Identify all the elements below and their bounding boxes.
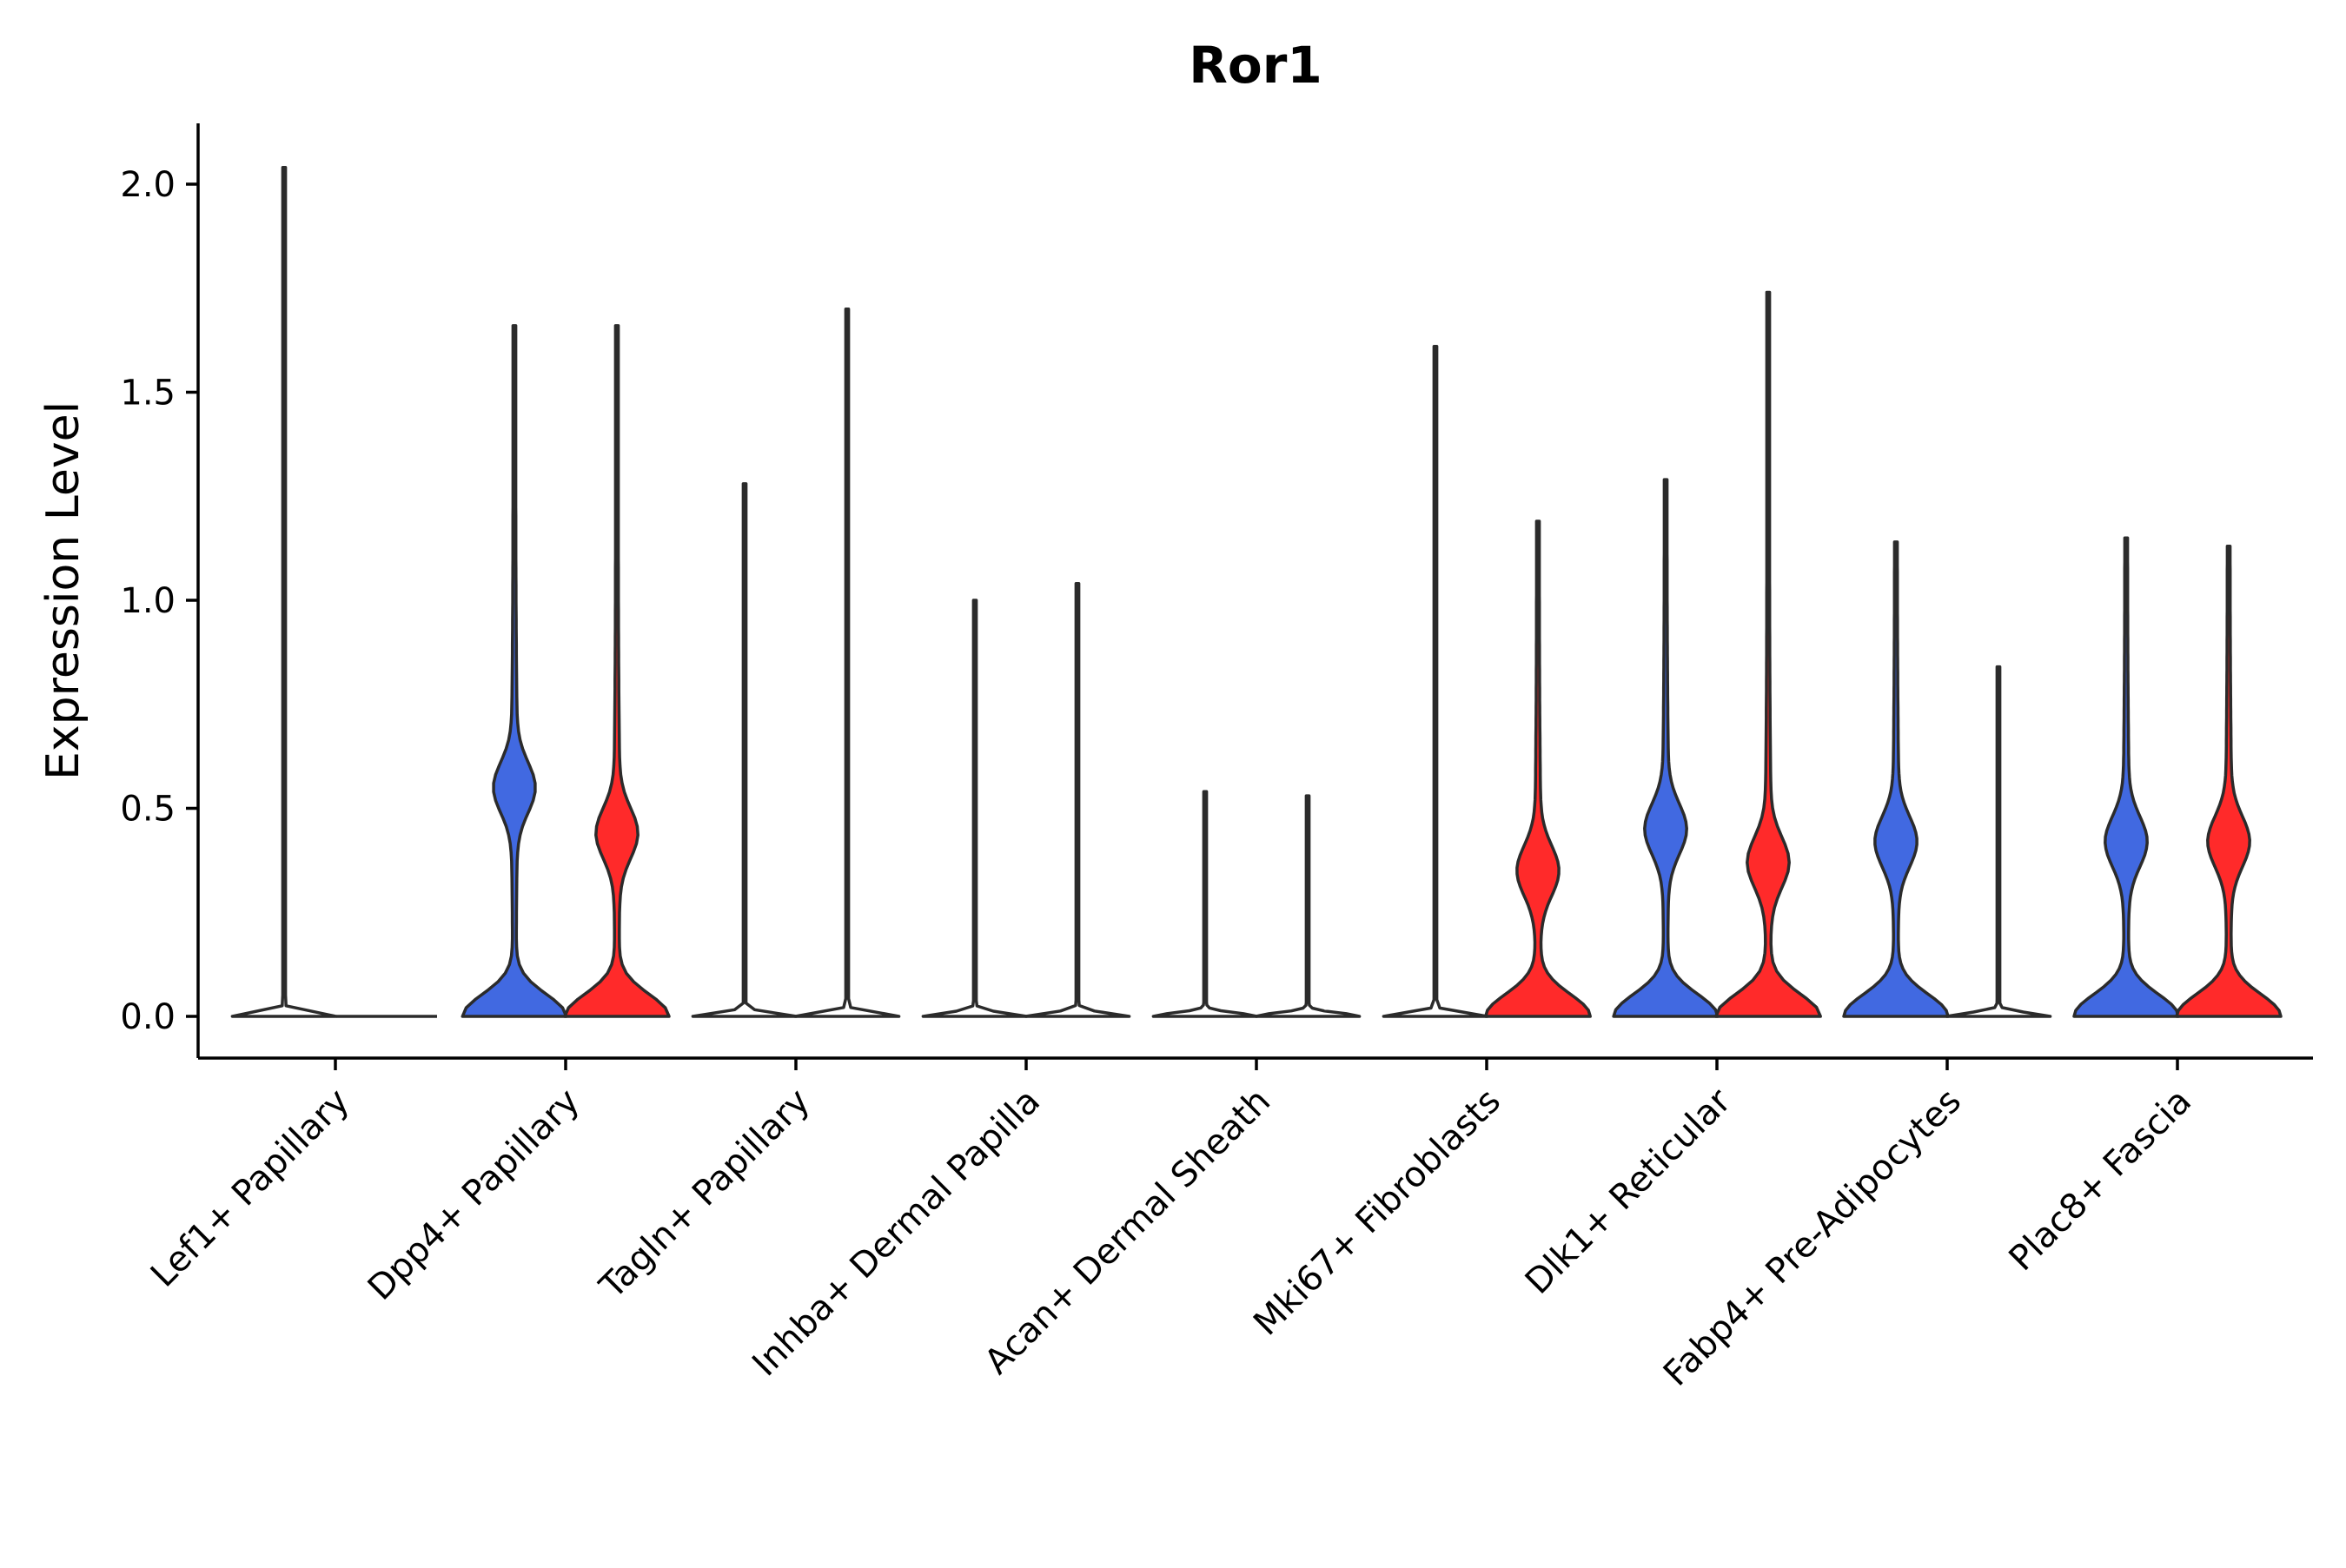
y-tick-label: 1.0 [120, 581, 176, 621]
violin-4-group_b [1254, 794, 1362, 1018]
violin-2-group_a [691, 482, 799, 1018]
y-tick-label: 2.0 [120, 165, 176, 205]
violin-3-group_a [921, 599, 1029, 1018]
x-tick-label: Dlk1+ Reticular [1518, 1081, 1740, 1302]
violin-7-group_b [1945, 665, 2052, 1018]
x-tick-label: Tagln+ Papillary [592, 1082, 818, 1307]
violin-8-group_b [2175, 544, 2283, 1018]
violin-1-group_a [461, 324, 568, 1018]
chart-title: Ror1 [1189, 36, 1322, 95]
y-tick-label: 0.5 [120, 790, 176, 830]
y-axis-label: Expression Level [37, 401, 89, 780]
violin-7-group_a [1842, 540, 1950, 1018]
violin-8-group_a [2072, 536, 2180, 1018]
violin-6-group_a [1612, 478, 1720, 1018]
y-tick-label: 1.5 [120, 374, 176, 414]
x-tick-label: Lef1+ Papillary [143, 1082, 357, 1295]
violin-0-group_a [230, 166, 338, 1018]
violin-1-group_b [563, 324, 671, 1018]
violin-2-group_b [793, 307, 901, 1018]
y-axis-ticks: 0.0 0.5 1.0 1.5 2.0 [120, 165, 198, 1037]
x-tick-label: Dpp4+ Papillary [361, 1082, 587, 1308]
violin-5-group_b [1484, 519, 1592, 1018]
violin-4-group_a [1151, 790, 1259, 1018]
x-tick-label: Mki67+ Fibroblasts [1246, 1082, 1508, 1344]
x-axis-ticks: Lef1+ Papillary Dpp4+ Papillary Tagln+ Pap… [143, 1058, 2199, 1394]
x-tick-label: Plac8+ Fascia [2002, 1082, 2200, 1280]
violin-5-group_a [1382, 345, 1489, 1018]
violin-3-group_b [1024, 582, 1131, 1018]
violin-layer [230, 166, 2283, 1018]
y-tick-label: 0.0 [120, 997, 176, 1037]
violin-6-group_b [1714, 290, 1822, 1018]
